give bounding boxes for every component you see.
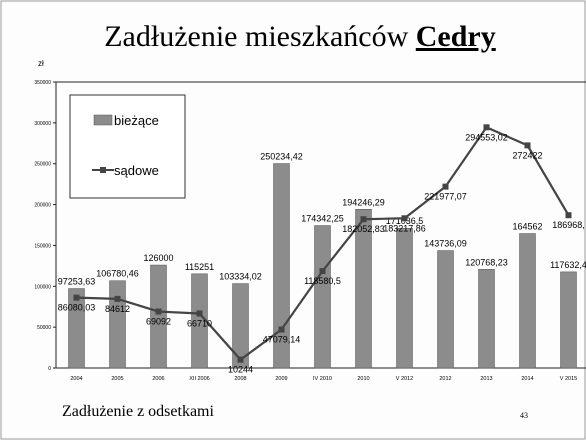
y-axis-label: zł bbox=[38, 59, 44, 68]
line-value-label: 84612 bbox=[105, 304, 130, 314]
line-marker bbox=[319, 268, 326, 275]
bar-value-label: 120768,23 bbox=[465, 257, 508, 267]
bar-value-label: 97253,63 bbox=[58, 277, 96, 287]
y-tick-label: 100000 bbox=[34, 284, 51, 290]
line-marker bbox=[524, 142, 531, 149]
line-value-label: 118580,5 bbox=[304, 276, 341, 286]
x-tick-label: 2006 bbox=[152, 376, 164, 382]
line-value-label: 47079,14 bbox=[263, 335, 301, 345]
line-marker bbox=[278, 326, 285, 333]
bar-value-label: 250234,42 bbox=[260, 152, 303, 162]
x-tick-label: V 2012 bbox=[396, 376, 413, 382]
legend-swatch bbox=[93, 114, 113, 126]
x-tick-label: 2012 bbox=[439, 376, 451, 382]
bar bbox=[560, 271, 577, 369]
line-marker bbox=[196, 310, 203, 317]
chart-title: Zadłużenie mieszkańców Cedry bbox=[104, 20, 496, 53]
bar-value-label: 115251 bbox=[185, 262, 214, 272]
y-tick-label: 250000 bbox=[34, 162, 51, 168]
line-marker bbox=[114, 295, 121, 302]
line-value-label: 183217,86 bbox=[383, 223, 426, 233]
page-number: 43 bbox=[520, 411, 528, 420]
bar bbox=[355, 209, 372, 369]
y-tick-label: 200000 bbox=[34, 203, 51, 209]
line-value-label: 182052,83 bbox=[342, 224, 385, 234]
bar-value-label: 143736,09 bbox=[424, 239, 467, 249]
plot: 0 50000 100000 150000 200000 250000 300000 3500… bbox=[34, 80, 586, 382]
line-marker bbox=[483, 124, 490, 131]
line-value-label: 66710 bbox=[187, 318, 212, 328]
bar bbox=[396, 227, 413, 369]
bar-value-label: 126000 bbox=[143, 253, 173, 263]
line-value-label: 272422 bbox=[512, 150, 542, 160]
bar bbox=[519, 233, 536, 369]
line-marker bbox=[237, 356, 244, 363]
bar bbox=[273, 163, 290, 369]
line-marker bbox=[565, 212, 572, 219]
x-tick-label: 2004 bbox=[70, 376, 82, 382]
bar-value-label: 174342,25 bbox=[301, 214, 344, 224]
bar bbox=[109, 280, 126, 369]
y-tick-label: 0 bbox=[48, 366, 51, 372]
bar-value-label: 103334,02 bbox=[219, 272, 262, 282]
line-marker bbox=[360, 216, 367, 223]
bar bbox=[437, 250, 454, 369]
bar-value-label: 164562 bbox=[512, 222, 542, 232]
bar bbox=[68, 288, 85, 369]
bar-value-label: 194246,29 bbox=[342, 197, 385, 207]
line-marker bbox=[73, 294, 80, 301]
y-tick-label: 150000 bbox=[34, 243, 51, 249]
x-tick-label: 2008 bbox=[234, 376, 246, 382]
x-tick-label: 2009 bbox=[275, 376, 287, 382]
line-marker bbox=[442, 183, 449, 190]
y-tick-label: 300000 bbox=[34, 121, 51, 127]
line-value-label: 10244 bbox=[228, 365, 253, 375]
x-tick-label: 2010 bbox=[357, 376, 369, 382]
x-tick-label: XII 2006 bbox=[189, 376, 210, 382]
line-value-label: 69092 bbox=[146, 317, 171, 327]
line-value-label: 294553,02 bbox=[465, 132, 508, 142]
bar bbox=[150, 264, 167, 369]
bar bbox=[232, 283, 249, 369]
line-value-label: 221977,07 bbox=[424, 192, 467, 202]
footer: Zadłużenie z odsetkami bbox=[62, 403, 214, 420]
y-tick-label: 350000 bbox=[34, 80, 51, 86]
x-tick-label: V 2015 bbox=[560, 376, 577, 382]
title-text: Zadłużenie mieszkańców bbox=[104, 20, 408, 53]
bar-value-label: 117632,4 bbox=[550, 260, 586, 270]
bar bbox=[314, 225, 331, 369]
line-value-label: 186968, bbox=[552, 220, 585, 230]
x-tick-label: 2005 bbox=[111, 376, 123, 382]
legend-box bbox=[69, 94, 186, 199]
legend-marker bbox=[100, 167, 106, 173]
line-marker bbox=[401, 215, 408, 222]
legend-label: bieżące bbox=[114, 113, 159, 128]
x-tick-label: 2014 bbox=[521, 376, 533, 382]
bar bbox=[478, 269, 495, 369]
x-tick-label: 2013 bbox=[480, 376, 492, 382]
legend-label: sądowe bbox=[114, 163, 159, 178]
line-marker bbox=[155, 308, 162, 315]
title-emphasis: Cedry bbox=[416, 20, 496, 53]
x-tick-label: IV 2010 bbox=[313, 376, 332, 382]
y-tick-label: 50000 bbox=[37, 325, 51, 331]
line-value-label: 86080,03 bbox=[58, 303, 96, 313]
bar-value-label: 106780,46 bbox=[96, 269, 139, 279]
